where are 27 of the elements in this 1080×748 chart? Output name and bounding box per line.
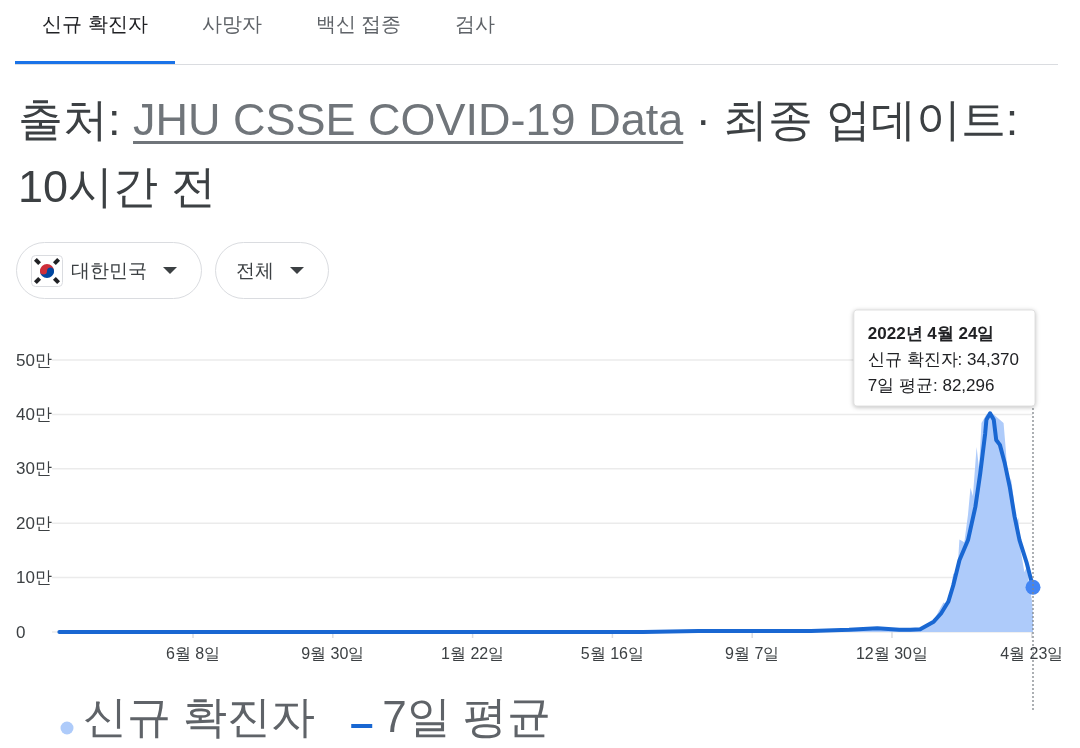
tooltip-text: 신규 확진자: 34,370	[867, 349, 1019, 369]
x-tick-label: 9월 7일	[725, 644, 780, 662]
tab-label: 신규 확진자	[42, 13, 148, 35]
y-tick-label: 50만	[16, 350, 52, 370]
y-tick-label: 30만	[16, 459, 52, 479]
x-tick-label: 12월 30일	[855, 644, 928, 662]
source-note: 출처:	[18, 94, 121, 145]
dropdown-label: 전체	[236, 258, 274, 283]
y-tick-label: 20만	[16, 513, 52, 533]
source-link: JHU CSSE COVID-19 Data	[133, 94, 684, 145]
x-tick-label: 6월 8일	[165, 644, 221, 662]
tab-label: 백신 접종	[315, 13, 402, 35]
x-tick-label: 4월 23일	[1000, 644, 1064, 662]
x-tick-label: 1월 22일	[441, 644, 505, 662]
legend-label: 신규 확진자	[83, 691, 316, 741]
source-note: 출처: JHU CSSE COVID-19 Data · 최종 업데이트: 10시간 전	[18, 93, 1020, 214]
tooltip-text: 7일 평균: 82,296	[867, 375, 995, 395]
x-tick-label: 5월 16일	[580, 644, 644, 662]
legend-label: 7일 평균	[382, 691, 551, 741]
tab-label: 검사	[455, 13, 496, 35]
y-tick-label: 10만	[16, 568, 52, 588]
x-tick-label: 9월 30일	[301, 644, 365, 662]
y-tick-label: 0	[16, 622, 26, 642]
y-tick-label: 40만	[16, 404, 52, 424]
dropdown-label: 대한민국	[71, 258, 147, 283]
tooltip-text: 2022년 4월 24일	[867, 323, 995, 343]
tab-label: 사망자	[201, 13, 262, 35]
